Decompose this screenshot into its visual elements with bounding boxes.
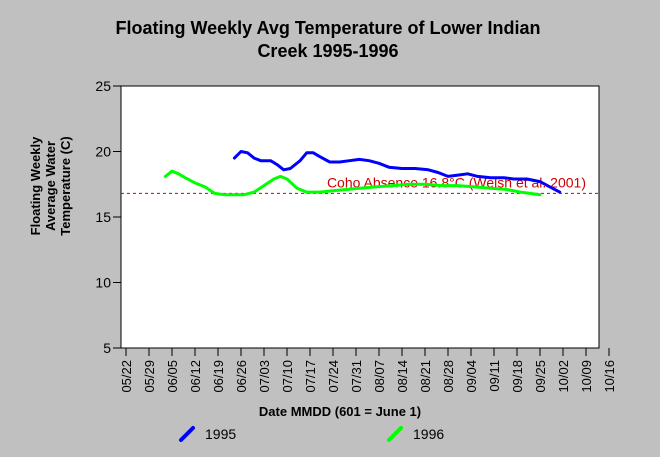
legend-label: 1996 [413,426,444,442]
legend: 1995 1996 [179,426,444,442]
legend-label: 1995 [205,426,236,442]
legend-swatch [387,426,403,442]
x-tick-label: 09/18 [510,360,525,393]
legend-swatch [179,426,195,442]
x-tick-label: 08/28 [441,360,456,393]
x-tick-label: 08/21 [418,360,433,393]
x-tick-label: 10/09 [579,360,594,393]
x-tick-label: 10/16 [602,360,617,393]
x-tick-label: 07/24 [326,360,341,393]
y-axis-label: Floating Weekly Average Water Temperatur… [28,136,73,236]
x-tick-label: 09/04 [464,360,479,393]
y-tick-label: 5 [103,340,111,356]
y-tick-label: 20 [95,144,111,160]
x-axis-label: Date MMDD (601 = June 1) [259,404,421,419]
plot-area [120,85,600,349]
y-axis-label-line-3: Temperature (C) [58,136,73,235]
x-axis: 05/22 05/29 06/05 06/12 06/19 06/26 07/03 07/10… [119,348,617,393]
series-line-1996 [163,169,542,197]
y-axis: 5 10 15 20 25 [95,78,121,356]
x-tick-label: 07/10 [280,360,295,393]
x-tick-label: 09/11 [487,360,502,392]
x-tick-label: 05/29 [142,360,157,393]
legend-item-1995: 1995 [179,426,236,442]
x-tick-label: 06/12 [188,360,203,393]
series-line-1995 [232,150,562,194]
x-tick-label: 06/26 [234,360,249,393]
x-tick-label: 08/14 [395,360,410,393]
x-tick-label: 07/03 [257,360,272,393]
y-tick-label: 25 [95,78,111,94]
legend-item-1996: 1996 [387,426,444,442]
chart-title-line-2: Creek 1995-1996 [257,41,398,61]
chart-title-line-1: Floating Weekly Avg Temperature of Lower… [115,18,540,38]
x-tick-label: 07/31 [349,360,364,393]
x-tick-label: 05/22 [119,360,134,393]
y-axis-label-line-2: Average Water [43,141,58,231]
series-layer [163,150,562,197]
x-tick-label: 06/05 [165,360,180,393]
x-tick-label: 07/17 [303,360,318,393]
y-tick-label: 10 [95,275,111,291]
y-axis-label-line-1: Floating Weekly [28,136,43,235]
x-tick-label: 06/19 [211,360,226,393]
x-tick-label: 08/07 [372,360,387,393]
x-tick-label: 09/25 [533,360,548,393]
y-tick-label: 15 [95,209,111,225]
x-tick-label: 10/02 [556,360,571,393]
chart-title: Floating Weekly Avg Temperature of Lower… [115,18,540,61]
